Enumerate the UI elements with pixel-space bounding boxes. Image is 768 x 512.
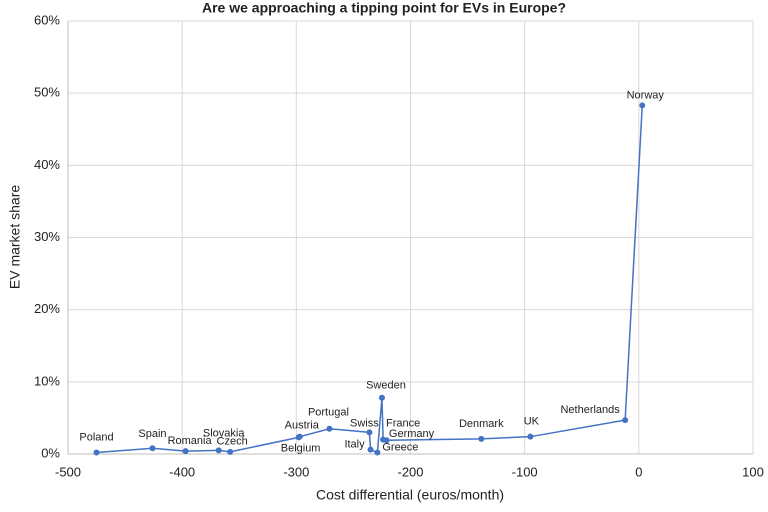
- data-point: [367, 446, 374, 453]
- point-label: UK: [524, 416, 540, 428]
- point-label: Czech: [217, 436, 248, 448]
- x-tick-label: -300: [283, 464, 309, 479]
- data-point: [182, 448, 189, 455]
- point-label: Netherlands: [560, 404, 620, 416]
- point-label: Slovakia: [203, 427, 245, 439]
- data-point: [378, 394, 385, 401]
- data-point: [93, 449, 100, 456]
- x-tick-label: -400: [169, 464, 195, 479]
- data-point: [527, 433, 534, 440]
- y-tick-label: 20%: [34, 301, 60, 316]
- point-label: Italy: [344, 439, 365, 451]
- data-point: [374, 449, 381, 456]
- point-label: Sweden: [366, 380, 406, 392]
- point-label: France: [386, 417, 420, 429]
- x-tick-label: -500: [55, 464, 81, 479]
- chart-title: Are we approaching a tipping point for E…: [202, 0, 566, 16]
- y-tick-label: 50%: [34, 85, 60, 100]
- data-point: [215, 447, 222, 454]
- y-tick-label: 30%: [34, 229, 60, 244]
- point-label: Romania: [168, 435, 213, 447]
- data-point: [383, 437, 390, 444]
- point-label: Belgium: [281, 442, 321, 454]
- point-label: Portugal: [308, 407, 349, 419]
- point-label: Greece: [382, 441, 418, 453]
- point-label: Spain: [138, 428, 166, 440]
- x-tick-label: 100: [742, 464, 764, 479]
- data-point: [296, 433, 303, 440]
- data-point: [326, 425, 333, 432]
- data-point: [227, 448, 234, 455]
- y-tick-label: 0%: [41, 445, 60, 460]
- y-tick-label: 60%: [34, 12, 60, 27]
- data-point: [366, 429, 373, 436]
- point-label: Poland: [79, 431, 113, 443]
- data-point: [149, 445, 156, 452]
- y-tick-label: 10%: [34, 373, 60, 388]
- x-tick-label: 0: [635, 464, 642, 479]
- x-tick-label: -100: [512, 464, 538, 479]
- data-line: [96, 105, 644, 454]
- point-label: Germany: [389, 428, 435, 440]
- point-label: Austria: [285, 420, 320, 432]
- data-point: [478, 435, 485, 442]
- point-label: Norway: [627, 89, 665, 101]
- point-label: Denmark: [459, 418, 504, 430]
- y-axis-label: EV market share: [7, 185, 23, 289]
- x-tick-label: -200: [397, 464, 423, 479]
- x-axis-label: Cost differential (euros/month): [316, 487, 504, 503]
- data-point: [622, 417, 629, 424]
- data-point: [639, 102, 646, 109]
- point-label: Swiss: [350, 417, 379, 429]
- y-tick-label: 40%: [34, 157, 60, 172]
